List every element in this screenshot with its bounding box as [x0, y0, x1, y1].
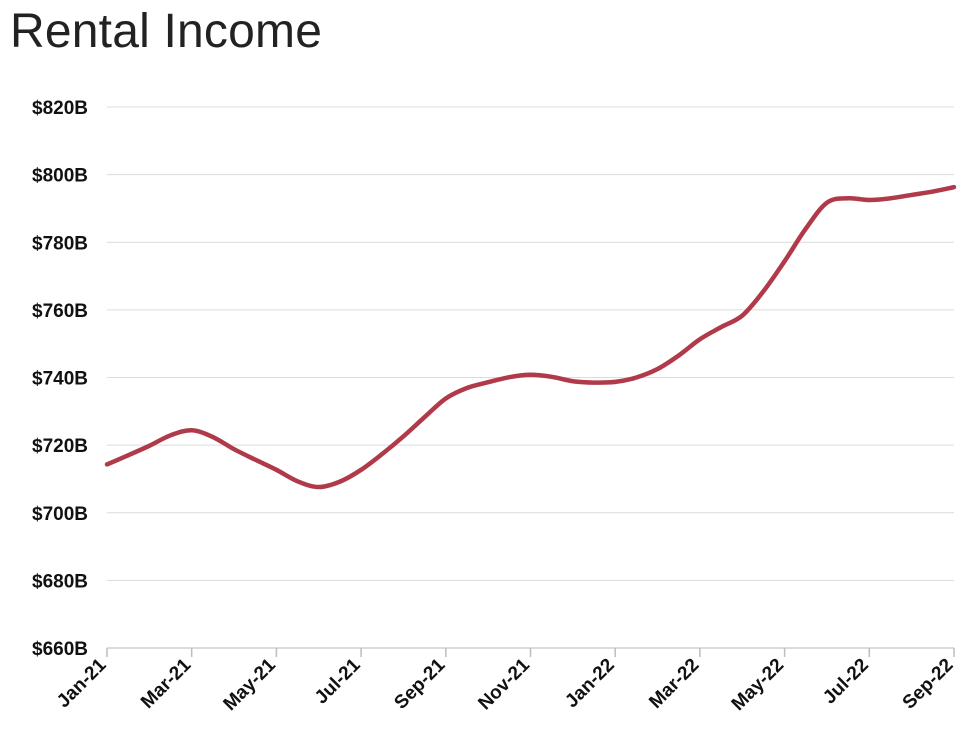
chart-title: Rental Income — [10, 5, 323, 58]
x-tick-label: Jan-22 — [561, 655, 618, 712]
y-tick-label: $680B — [32, 571, 88, 592]
series-layer — [104, 184, 957, 490]
x-tick-label: May-22 — [728, 655, 788, 715]
x-tick-label: Jul-21 — [311, 654, 365, 708]
x-tick-label: Mar-22 — [645, 655, 703, 713]
x-tick-label: Jan-21 — [53, 654, 111, 712]
x-tick-label: Mar-21 — [137, 654, 195, 712]
x-tick-label: Sep-22 — [899, 655, 958, 714]
x-tick-label: May-21 — [220, 654, 281, 715]
y-tick-label: $740B — [32, 369, 88, 390]
y-tick-label: $720B — [32, 436, 88, 457]
y-tick-label: $700B — [32, 504, 88, 525]
x-tick-label: Jul-22 — [819, 655, 873, 709]
x-tick-label: Sep-21 — [390, 654, 449, 713]
x-axis: Jan-21 Mar-21 May-21 Jul-21 Sep-21 Nov-21 Jan-… — [53, 647, 958, 715]
y-tick-label: $800B — [32, 166, 88, 187]
gridlines — [107, 106, 954, 581]
series-line — [104, 184, 957, 490]
x-tick-label: Nov-21 — [474, 654, 534, 714]
y-tick-label: $760B — [32, 301, 88, 322]
y-tick-label: $660B — [32, 639, 88, 660]
y-tick-label: $820B — [32, 98, 88, 119]
y-axis: $660B $680B $700B $720B $740B $760B $780B $800B… — [32, 98, 88, 660]
y-tick-label: $780B — [32, 233, 88, 254]
